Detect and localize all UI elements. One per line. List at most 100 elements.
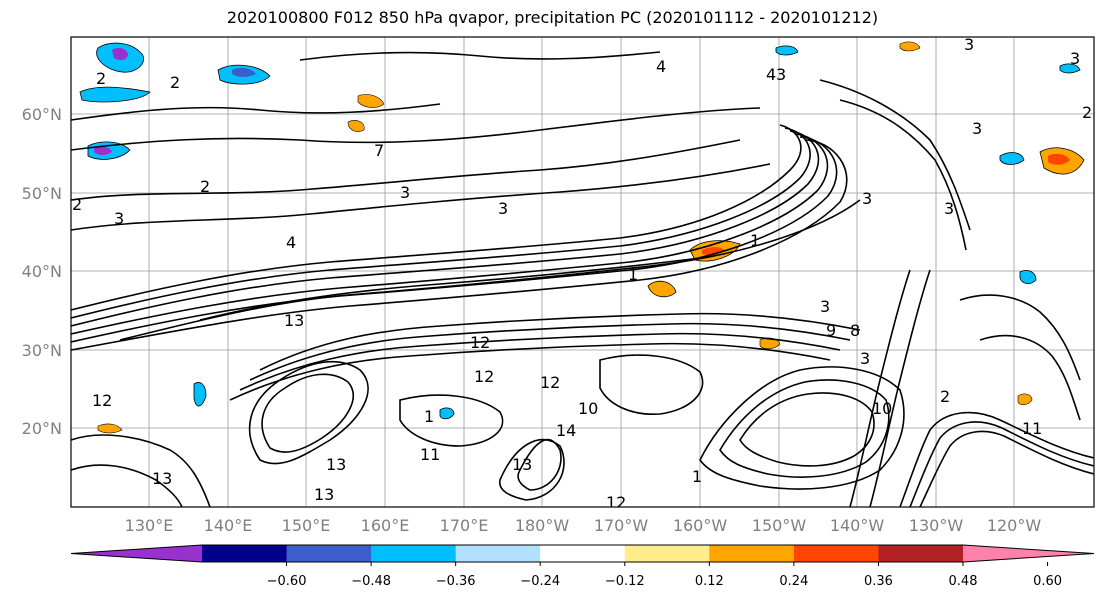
colorbar-tick-label: −0.60 [267,574,307,589]
colorbar-tick-label: −0.36 [436,574,476,589]
contour-label: 3 [776,65,786,84]
contour-label: 3 [860,349,870,368]
contour-label: 4 [286,233,296,252]
contour-label: 12 [92,391,112,410]
contour-label: 11 [420,445,440,464]
purple-core-west [94,146,112,155]
colorbar-swatch [455,545,541,562]
blue-patch-ne [999,152,1025,165]
contour-label: 8 [850,321,860,340]
colorbar-outline [70,544,1095,563]
contour-label: 11 [1022,419,1042,438]
contour-label: 2 [96,69,106,88]
contour-label: 13 [284,311,304,330]
contour-label: 1 [750,231,760,250]
blue-patch-ne2 [1059,63,1081,74]
contour-label: 3 [498,199,508,218]
figure-title: 2020100800 F012 850 hPa qvapor, precipit… [226,8,879,27]
contour-label: 4 [766,65,776,84]
orange-patch-phil [97,423,123,434]
lat-label: 60°N [22,105,62,124]
colorbar-swatch [624,545,710,562]
lat-label: 50°N [22,184,62,203]
colorbar [70,544,1095,563]
colorbar-tick-labels: −0.60 −0.48 −0.36 −0.24 −0.12 0.12 0.24 0.36 0.4… [267,562,1062,589]
colorbar-swatch [202,545,288,562]
lon-label: 150°E [282,516,331,535]
contour-label: 1 [424,407,434,426]
lat-label: 20°N [22,419,62,438]
contour-label: 3 [114,209,124,228]
precipitation-shading [79,41,1085,434]
lon-label: 150°W [752,516,807,535]
qvapor-contours [71,51,1094,507]
contour-label: 2 [170,73,180,92]
lon-label: 160°W [673,516,728,535]
lon-label: 140°E [204,516,253,535]
longitude-labels: 130°E 140°E 150°E 160°E 170°E 180°W 170°W 160°W… [125,516,1042,535]
colorbar-swatch [540,545,626,562]
lon-label: 130°W [909,516,964,535]
map-plot-area [71,37,1094,507]
lon-label: 130°E [125,516,174,535]
latitude-labels: 60°N 50°N 40°N 30°N 20°N [22,105,62,438]
contour-label: 3 [1070,49,1080,68]
contour-label: 13 [152,469,172,488]
colorbar-extend-right [963,545,1094,562]
orange-patch-okhotsk2 [347,120,365,132]
colorbar-tick-label: 0.48 [949,574,978,589]
colorbar-tick-label: 0.24 [779,574,808,589]
colorbar-tick-label: −0.24 [520,574,560,589]
lon-label: 160°E [361,516,410,535]
red-core-ne [1048,153,1070,165]
colorbar-swatch [286,545,372,562]
contour-label: 13 [326,455,346,474]
purple-core-siberia [232,67,256,77]
colorbar-swatch [371,545,457,562]
colorbar-tick-label: 0.36 [864,574,893,589]
lon-label: 180°W [515,516,570,535]
map-gridlines [71,37,1094,507]
contour-label: 3 [820,297,830,316]
colorbar-swatch [878,545,964,562]
orange-patch-north [899,41,921,52]
contour-label: 1 [628,265,638,284]
contour-label: 10 [578,399,598,418]
contour-label: 2 [72,195,82,214]
contour-label: 13 [512,455,532,474]
contour-label: 7 [374,141,384,160]
colorbar-tick-label: −0.12 [605,574,645,589]
contour-label: 10 [872,399,892,418]
blue-patch-north [775,45,799,56]
colorbar-extend-left [71,545,202,562]
contour-label: 3 [944,199,954,218]
contour-label: 12 [470,333,490,352]
contour-label: 13 [314,485,334,504]
lon-label: 120°W [987,516,1042,535]
lon-label: 170°E [440,516,489,535]
contour-label: 2 [1082,103,1092,122]
contour-label: 14 [556,421,576,440]
purple-core-nw [112,47,128,61]
colorbar-tick-label: 0.60 [1033,574,1062,589]
contour-label: 12 [540,373,560,392]
contour-label: 12 [474,367,494,386]
colorbar-swatch [709,545,795,562]
map-frame [70,36,1095,508]
orange-patch-east [1017,393,1033,406]
lon-label: 140°W [830,516,885,535]
contour-label: 12 [606,493,626,512]
contour-label: 1 [692,467,702,486]
colorbar-tick-label: −0.48 [351,574,391,589]
colorbar-swatch [793,545,879,562]
contour-label: 3 [400,183,410,202]
blue-patch-nw2 [79,86,151,103]
orange-patch-okhotsk [357,94,385,108]
blue-patch-southpac [1019,270,1037,284]
contour-label: 2 [200,177,210,196]
contour-label: 3 [964,35,974,54]
blue-patch-phil [193,382,207,407]
contour-label: 2 [940,387,950,406]
